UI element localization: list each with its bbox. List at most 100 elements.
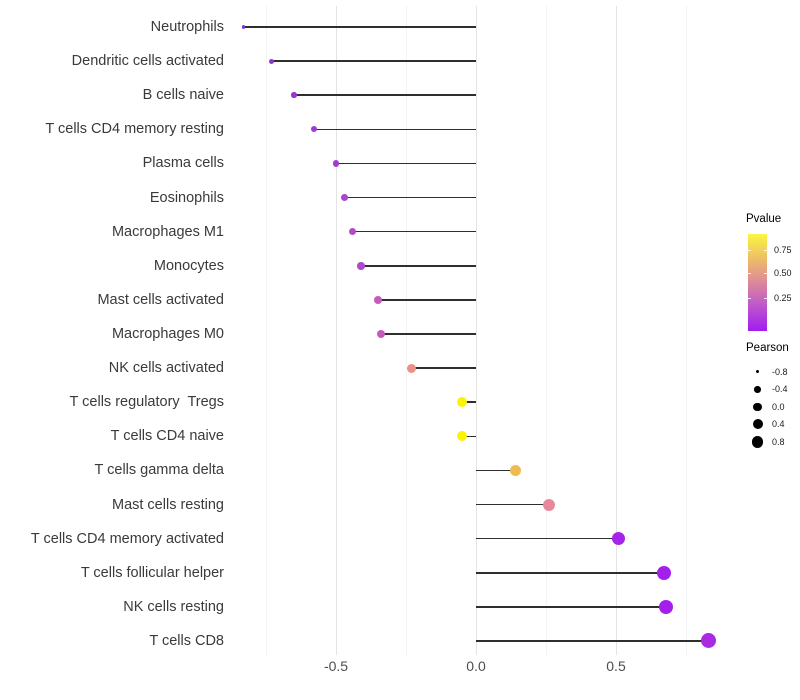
- lollipop-point: [241, 25, 246, 29]
- category-label: T cells CD4 naive: [110, 428, 224, 445]
- pvalue-legend-title: Pvalue: [746, 213, 782, 225]
- pearson-legend-dot: [751, 436, 764, 448]
- lollipop-stem: [336, 162, 476, 165]
- gridline-minor: [266, 6, 267, 655]
- pearson-legend-label: -0.8: [772, 366, 788, 377]
- pvalue-tick-mark: [764, 298, 767, 300]
- pearson-dot-cell: [746, 419, 769, 430]
- category-label: T cells follicular helper: [80, 564, 224, 581]
- category-label: T cells CD4 memory resting: [45, 121, 224, 138]
- pearson-legend-label: 0.0: [772, 401, 785, 412]
- pearson-legend-label: -0.4: [772, 384, 788, 395]
- pearson-legend-label: 0.8: [772, 436, 785, 447]
- pearson-legend-entry: -0.4: [746, 381, 800, 399]
- pearson-legend-dot: [753, 402, 762, 411]
- category-label: NK cells activated: [108, 360, 224, 377]
- pvalue-tick-mark: [748, 272, 751, 274]
- pearson-legend: Pearson -0.8 -0.4 0.0 0.4 0.8: [746, 341, 800, 451]
- lollipop-stem: [462, 401, 476, 403]
- category-label: NK cells resting: [123, 598, 224, 615]
- lollipop-stem: [476, 469, 516, 472]
- pearson-dot-cell: [746, 402, 769, 411]
- lollipop-stem: [313, 128, 476, 131]
- lollipop-point: [659, 599, 674, 614]
- lollipop-point: [374, 295, 382, 304]
- category-label: Plasma cells: [142, 155, 224, 172]
- x-tick-label: -0.5: [323, 658, 349, 674]
- lollipop-stem: [380, 333, 476, 335]
- pvalue-tick-label: 0.25: [774, 293, 792, 304]
- lollipop-stem: [271, 60, 476, 62]
- lollipop-point: [700, 633, 716, 649]
- pvalue-tick-mark: [748, 249, 751, 251]
- category-label: Eosinophils: [149, 189, 224, 206]
- lollipop-point: [349, 228, 357, 236]
- pvalue-gradient-bar: [748, 234, 767, 331]
- pvalue-tick-mark: [764, 272, 767, 274]
- lollipop-stem: [462, 435, 476, 438]
- lollipop-stem: [352, 230, 476, 233]
- pearson-dot-cell: [746, 370, 769, 374]
- lollipop-point: [332, 160, 340, 167]
- category-label: Mast cells resting: [111, 496, 224, 513]
- pearson-legend-entry: -0.8: [746, 363, 800, 381]
- pearson-legend-title: Pearson: [746, 342, 789, 354]
- lollipop-stem: [344, 196, 476, 199]
- lollipop-point: [376, 329, 385, 338]
- x-tick-label: 0.5: [606, 658, 626, 674]
- pearson-legend-dot: [754, 386, 761, 393]
- x-tick-label: 0.0: [466, 658, 486, 674]
- lollipop-stem: [476, 640, 709, 642]
- lollipop-stem: [243, 26, 476, 28]
- lollipop-point: [407, 363, 417, 373]
- lollipop-point: [457, 431, 467, 442]
- lollipop-point: [509, 464, 521, 476]
- lollipop-point: [291, 92, 297, 98]
- gridline-minor: [406, 6, 407, 655]
- gridline-major: [616, 6, 617, 655]
- category-label: Dendritic cells activated: [71, 53, 224, 70]
- gridline-major: [336, 6, 337, 655]
- pvalue-tick-mark: [764, 249, 767, 251]
- gridline-minor: [686, 6, 687, 655]
- category-label: Monocytes: [153, 257, 224, 274]
- pearson-legend-label: 0.4: [772, 419, 785, 430]
- pvalue-legend: Pvalue 0.75 0.50 0.25: [746, 212, 800, 331]
- category-label: Neutrophils: [150, 19, 224, 35]
- category-label: Macrophages M0: [111, 325, 224, 342]
- category-label: T cells gamma delta: [94, 462, 224, 479]
- pearson-legend-entry: 0.4: [746, 416, 800, 434]
- pvalue-gradient-wrap: 0.75 0.50 0.25: [748, 234, 792, 331]
- lollipop-point: [612, 532, 626, 546]
- category-label: B cells naive: [142, 87, 224, 104]
- pearson-legend-dot: [756, 370, 759, 374]
- lollipop-point: [457, 397, 467, 408]
- lollipop-stem: [294, 94, 476, 96]
- lollipop-stem: [476, 572, 664, 574]
- lollipop-stem: [476, 606, 667, 608]
- lollipop-point: [340, 194, 348, 202]
- lollipop-stem: [476, 503, 549, 506]
- gridline-major: [476, 6, 477, 655]
- pearson-dot-cell: [746, 436, 769, 448]
- category-label: T cells CD8: [149, 632, 224, 649]
- pearson-legend-entry: 0.0: [746, 398, 800, 416]
- lollipop-stem: [361, 265, 476, 267]
- category-label: T cells CD4 memory activated: [30, 530, 224, 547]
- pearson-dot-cell: [746, 386, 769, 393]
- category-label: T cells regulatory Tregs: [69, 394, 224, 411]
- gridline-minor: [546, 6, 547, 655]
- lollipop-point: [269, 58, 275, 64]
- pvalue-tick-mark: [748, 298, 751, 300]
- lollipop-point: [542, 498, 555, 511]
- pearson-legend-entry: 0.8: [746, 433, 800, 451]
- category-label: Mast cells activated: [97, 291, 224, 308]
- pearson-legend-dot: [752, 419, 763, 430]
- pvalue-tick-label: 0.75: [774, 244, 792, 255]
- pvalue-tick-label: 0.50: [774, 267, 792, 278]
- lollipop-point: [357, 262, 365, 270]
- category-label: Macrophages M1: [111, 223, 224, 240]
- lollipop-stem: [411, 367, 476, 369]
- lollipop-stem: [378, 299, 476, 301]
